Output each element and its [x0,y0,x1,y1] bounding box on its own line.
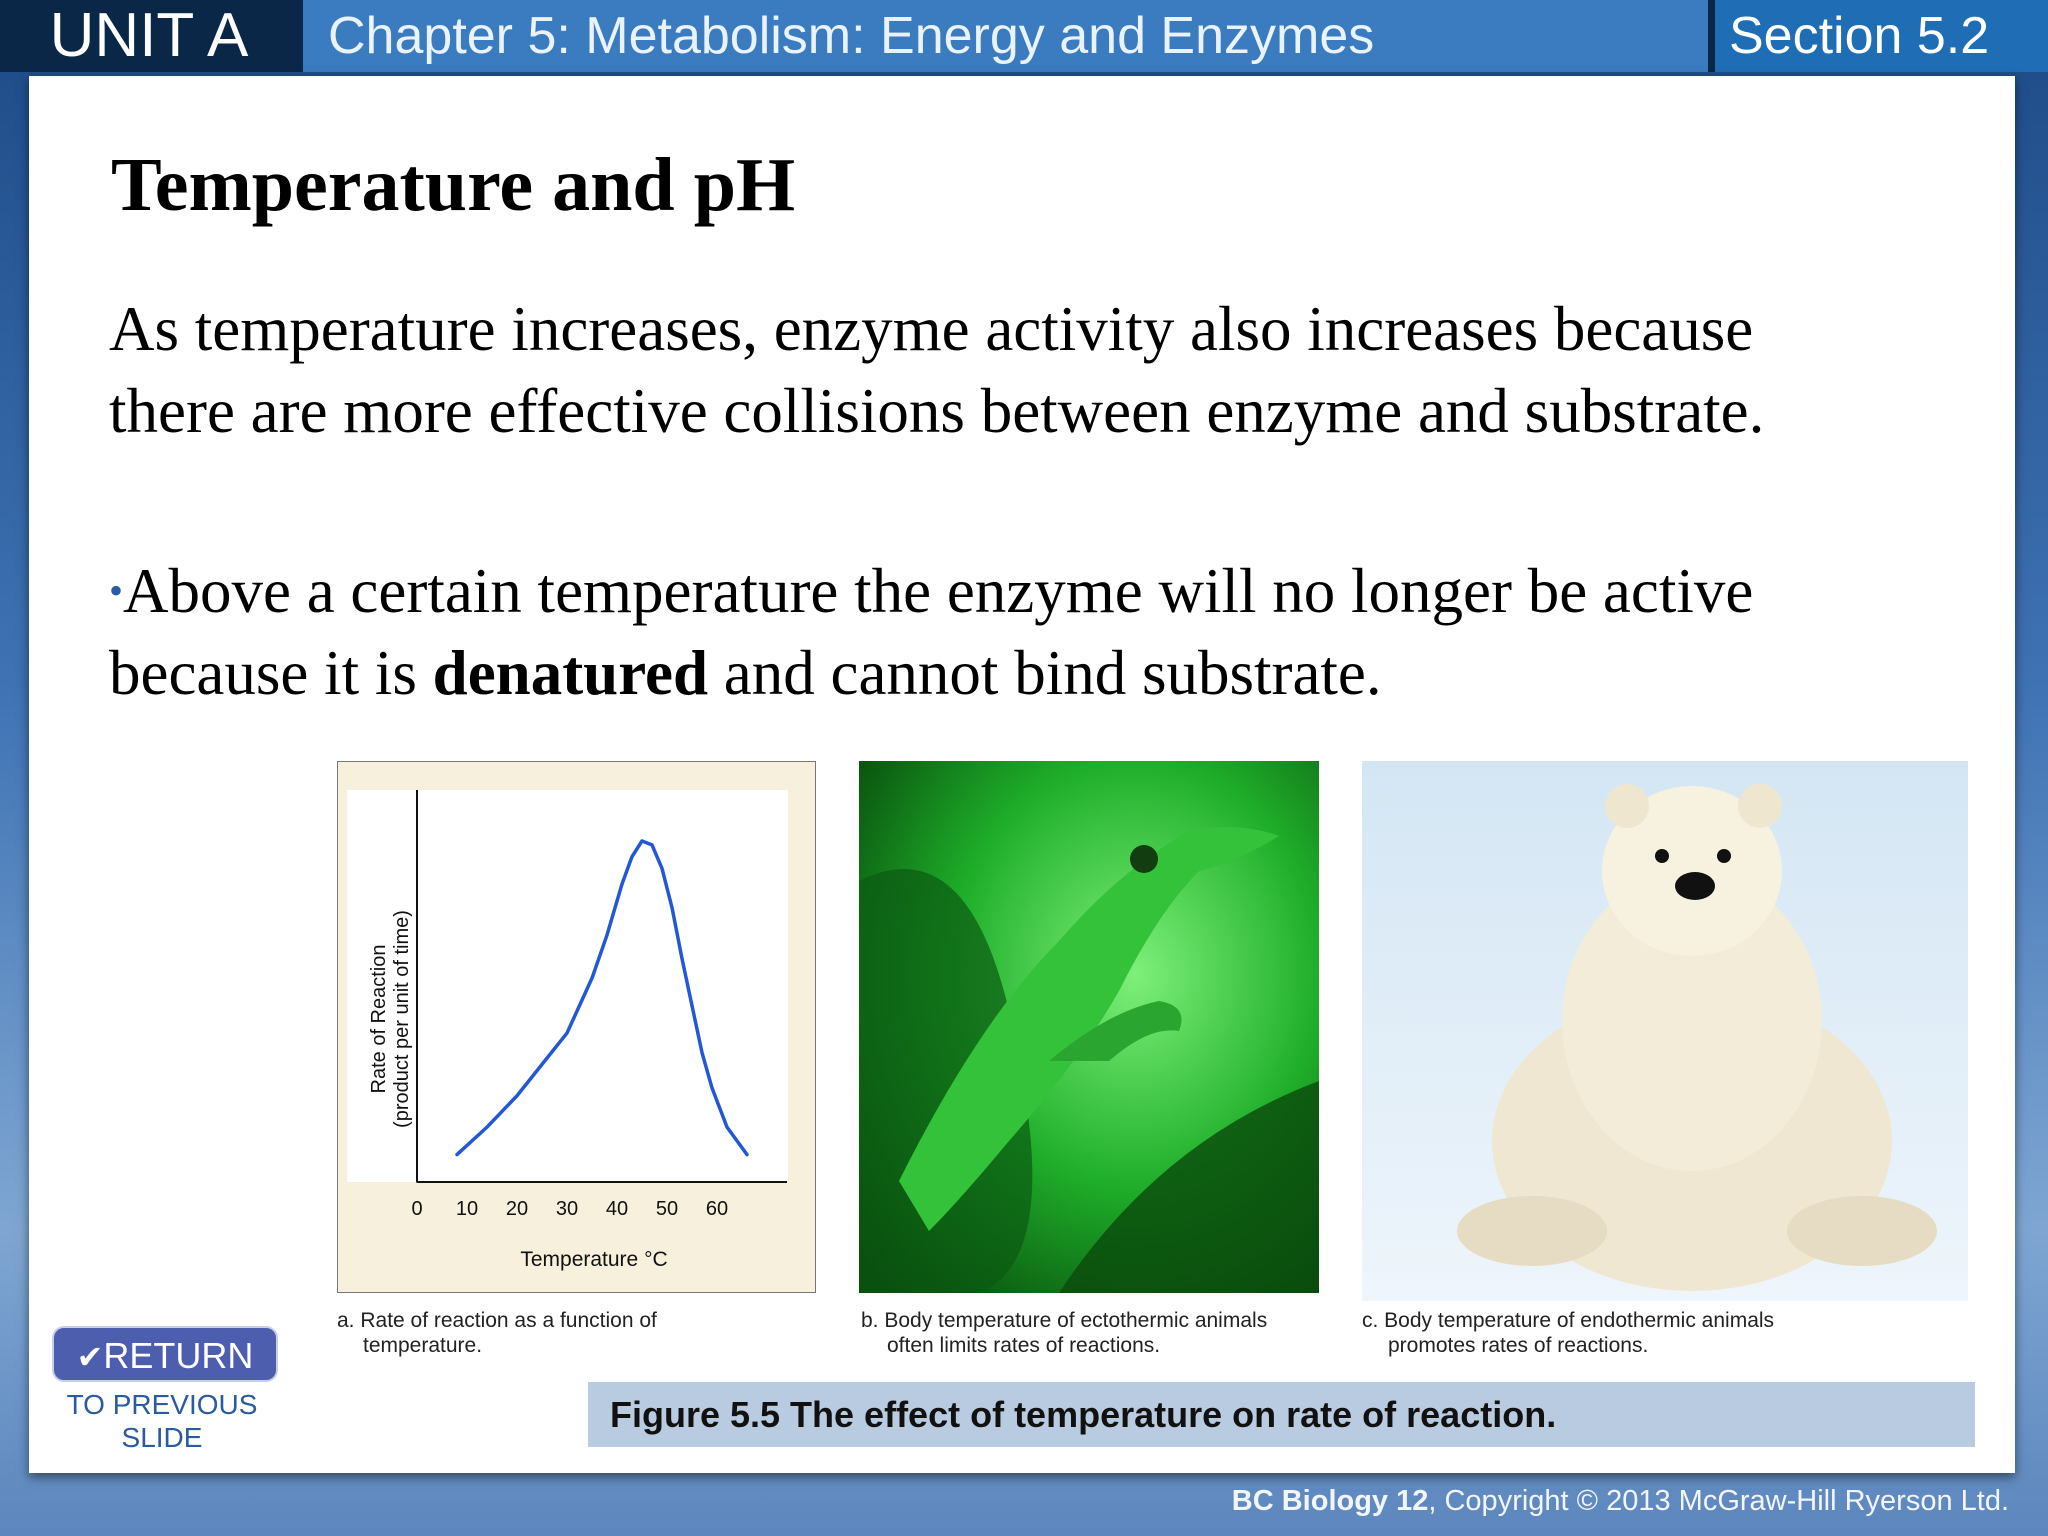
header-bar: UNIT A Chapter 5: Metabolism: Energy and… [0,0,2048,72]
chart: 0 10 20 30 40 50 60 Temperature °C Rate of React… [347,790,788,1271]
y-axis-label: Rate of Reaction [368,945,390,1094]
bullet-text: Above a certain temperature the enzyme w… [109,556,1754,708]
x-tick-label: 60 [706,1198,728,1220]
caption-line: b. Body temperature of ectothermic anima… [861,1309,1268,1332]
x-tick-label: 0 [411,1198,422,1220]
caption-line: promotes rates of reactions. [1388,1334,1649,1357]
y-axis-label: (product per unit of time) [391,910,413,1128]
curve [455,839,749,1157]
return-caption-line: SLIDE [121,1422,203,1453]
bullet-marker: • [109,568,124,613]
caption-line: c. Body temperature of endothermic anima… [1362,1309,1775,1332]
caption: a. Rate of reaction as a function of temp… [337,1308,657,1358]
return-caption: TO PREVIOUS SLIDE [52,1388,272,1454]
x-tick-label: 10 [456,1198,478,1220]
footer-copyright: , Copyright © 2013 McGraw-Hill Ryerson L… [1428,1485,2009,1517]
x-axis-label: Temperature °C [520,1248,667,1271]
footer-book: BC Biology 12 [1231,1485,1429,1517]
x-tick-label: 20 [506,1198,528,1220]
x-tick-label: 50 [656,1198,678,1220]
return-label: RETURN [103,1335,254,1376]
plot-area [347,790,788,1182]
x-tick-label: 30 [556,1198,578,1220]
footer: BC Biology 12, Copyright © 2013 McGraw-H… [1232,1485,2009,1518]
chapter-label: Chapter 5: Metabolism: Energy and Enzyme… [303,0,1708,72]
bullet-paragraph: •Above a certain temperature the enzyme … [109,550,1869,714]
paragraph: As temperature increases, enzyme activit… [109,294,1765,446]
x-tick-label: 40 [606,1198,628,1220]
return-caption-line: TO PREVIOUS [66,1389,258,1420]
return-button[interactable]: ✔RETURN [52,1326,278,1382]
lizard-photo [859,761,1319,1293]
polar-bear-photo [1362,761,1968,1301]
figure-label: Figure 5.5 The effect of temperature on … [588,1382,1975,1447]
bullet-text: and cannot bind substrate. [708,638,1382,708]
caption: c. Body temperature of endothermic anima… [1362,1308,1774,1358]
caption-line: often limits rates of reactions. [887,1334,1161,1357]
caption-line: temperature. [363,1334,483,1357]
return-icon: ✔ [76,1339,104,1375]
caption: b. Body temperature of ectothermic anima… [861,1308,1267,1358]
caption-line: a. Rate of reaction as a function of [337,1309,657,1332]
unit-label: UNIT A [0,0,298,72]
slide-title: Temperature and pH [111,143,796,227]
section-label: Section 5.2 [1715,0,2048,72]
bold-term: denatured [432,638,709,708]
